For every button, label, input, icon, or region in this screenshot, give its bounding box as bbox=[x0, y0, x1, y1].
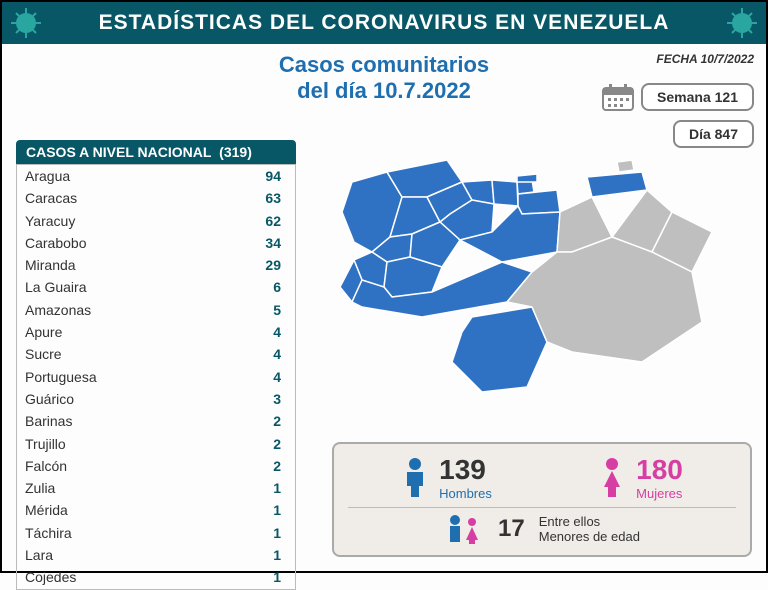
row-name: Portuguesa bbox=[25, 367, 97, 387]
row-value: 3 bbox=[273, 389, 281, 409]
row-name: Yaracuy bbox=[25, 211, 75, 231]
row-name: Lara bbox=[25, 545, 53, 565]
row-value: 5 bbox=[273, 300, 281, 320]
map-region-sucre bbox=[587, 172, 647, 197]
table-row: Táchira 1 bbox=[17, 522, 295, 544]
table-row: La Guaira 6 bbox=[17, 276, 295, 298]
map-region-laguaira bbox=[517, 174, 537, 182]
table-row: Cojedes 1 bbox=[17, 566, 295, 588]
table-row: Falcón 2 bbox=[17, 455, 295, 477]
row-name: Apure bbox=[25, 322, 62, 342]
row-name: Amazonas bbox=[25, 300, 91, 320]
row-name: Caracas bbox=[25, 188, 77, 208]
map-region-aragua bbox=[492, 180, 518, 206]
table-row: Guárico 3 bbox=[17, 388, 295, 410]
table-row: Amazonas 5 bbox=[17, 299, 295, 321]
row-value: 4 bbox=[273, 344, 281, 364]
virus-icon-left bbox=[8, 6, 48, 40]
map-region-miranda bbox=[518, 190, 560, 214]
row-name: Barinas bbox=[25, 411, 72, 431]
calendar-icon bbox=[601, 82, 635, 112]
row-value: 4 bbox=[273, 322, 281, 342]
row-name: Aragua bbox=[25, 166, 70, 186]
table-row: Trujillo 2 bbox=[17, 433, 295, 455]
men-label: Hombres bbox=[439, 486, 492, 501]
row-name: Miranda bbox=[25, 255, 76, 275]
row-name: Mérida bbox=[25, 500, 68, 520]
week-label: Semana bbox=[657, 89, 711, 105]
row-value: 2 bbox=[273, 434, 281, 454]
table-row: Yaracuy 62 bbox=[17, 210, 295, 232]
row-value: 1 bbox=[273, 478, 281, 498]
day-label: Día bbox=[689, 126, 711, 142]
row-value: 1 bbox=[273, 500, 281, 520]
men-value: 139 bbox=[439, 454, 492, 486]
row-value: 94 bbox=[265, 166, 281, 186]
table-row: Mérida 1 bbox=[17, 499, 295, 521]
table-row: Miranda 29 bbox=[17, 254, 295, 276]
table-title: CASOS A NIVEL NACIONAL bbox=[26, 144, 211, 160]
week-pill: Semana 121 bbox=[641, 83, 754, 111]
row-name: Cojedes bbox=[25, 567, 76, 587]
day-value: 847 bbox=[715, 126, 738, 142]
row-value: 34 bbox=[265, 233, 281, 253]
map-region-amazonas bbox=[452, 307, 547, 392]
row-value: 2 bbox=[273, 456, 281, 476]
table-row: Aragua 94 bbox=[17, 165, 295, 187]
date-label: FECHA 10/7/2022 bbox=[656, 52, 754, 66]
minors-label: Menores de edad bbox=[539, 529, 640, 545]
header-title: ESTADÍSTICAS DEL CORONAVIRUS EN VENEZUEL… bbox=[99, 11, 670, 35]
minors-pre: Entre ellos bbox=[539, 514, 640, 530]
demographics-box: 139 Hombres 180 Mujeres 17 Entre ellos M… bbox=[332, 442, 752, 557]
virus-icon-right bbox=[720, 6, 760, 40]
header-bar: ESTADÍSTICAS DEL CORONAVIRUS EN VENEZUEL… bbox=[2, 2, 766, 44]
female-icon bbox=[598, 457, 626, 497]
men-stat: 139 Hombres bbox=[401, 454, 492, 501]
table-row: Zulia 1 bbox=[17, 477, 295, 499]
table-row: Carabobo 34 bbox=[17, 232, 295, 254]
minors-stat: 17 Entre ellos Menores de edad bbox=[348, 514, 736, 545]
row-value: 1 bbox=[273, 567, 281, 587]
row-name: Trujillo bbox=[25, 434, 66, 454]
row-name: Zulia bbox=[25, 478, 55, 498]
table-row: Portuguesa 4 bbox=[17, 366, 295, 388]
map-region-nuevaesparta bbox=[617, 160, 634, 172]
row-name: Sucre bbox=[25, 344, 62, 364]
row-value: 62 bbox=[265, 211, 281, 231]
row-value: 2 bbox=[273, 411, 281, 431]
row-name: Falcón bbox=[25, 456, 67, 476]
women-label: Mujeres bbox=[636, 486, 683, 501]
minors-icon bbox=[444, 514, 484, 544]
row-name: Guárico bbox=[25, 389, 74, 409]
row-value: 4 bbox=[273, 367, 281, 387]
table-row: Lara 1 bbox=[17, 544, 295, 566]
table-row: Caracas 63 bbox=[17, 187, 295, 209]
row-value: 6 bbox=[273, 277, 281, 297]
cases-table: CASOS A NIVEL NACIONAL (319) Aragua94Car… bbox=[16, 140, 296, 590]
row-name: La Guaira bbox=[25, 277, 86, 297]
male-icon bbox=[401, 457, 429, 497]
table-row: Apure 4 bbox=[17, 321, 295, 343]
row-name: Carabobo bbox=[25, 233, 87, 253]
table-row: Sucre 4 bbox=[17, 343, 295, 365]
minors-value: 17 bbox=[498, 515, 525, 543]
venezuela-map bbox=[332, 142, 732, 402]
table-header: CASOS A NIVEL NACIONAL (319) bbox=[16, 140, 296, 164]
row-value: 29 bbox=[265, 255, 281, 275]
row-name: Táchira bbox=[25, 523, 72, 543]
row-value: 63 bbox=[265, 188, 281, 208]
women-stat: 180 Mujeres bbox=[598, 454, 683, 501]
women-value: 180 bbox=[636, 454, 683, 486]
table-row: Barinas 2 bbox=[17, 410, 295, 432]
week-value: 121 bbox=[715, 89, 738, 105]
row-value: 1 bbox=[273, 545, 281, 565]
row-value: 1 bbox=[273, 523, 281, 543]
subtitle-line1: Casos comunitarios bbox=[2, 52, 766, 78]
table-total: (319) bbox=[219, 144, 252, 160]
